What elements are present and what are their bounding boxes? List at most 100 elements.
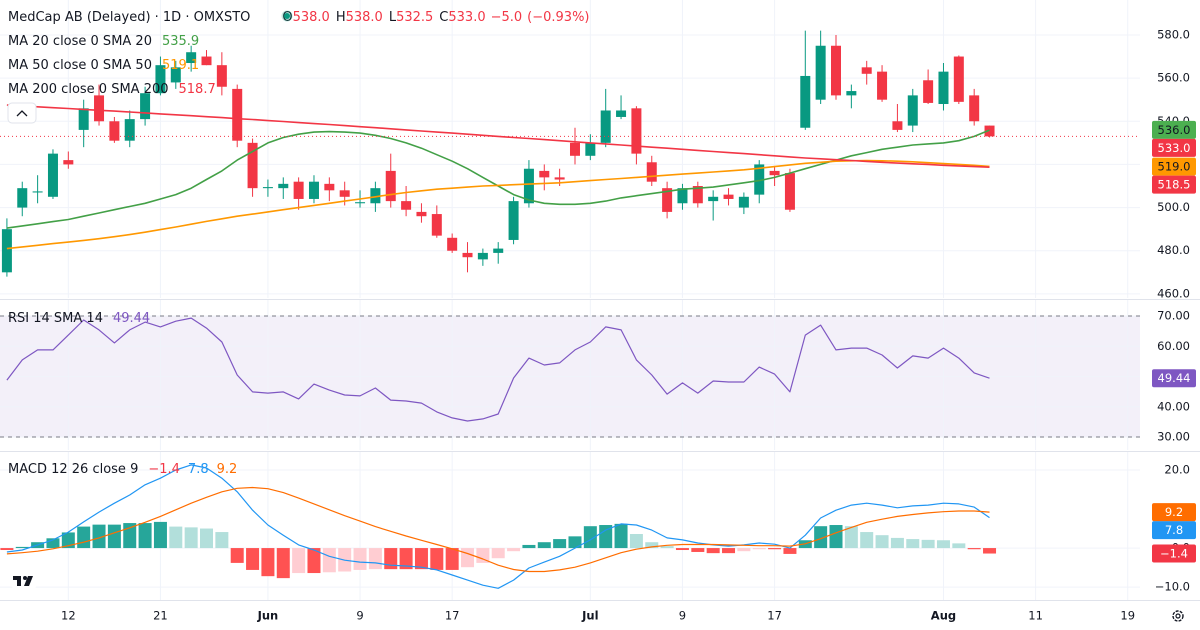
candle-body (585, 142, 596, 156)
histogram-bar (660, 546, 674, 549)
logo-part (13, 576, 21, 586)
histogram-bar (936, 540, 950, 549)
candle-body (278, 183, 289, 189)
price-badge-label: 9.2 (1165, 505, 1183, 519)
candle-body (738, 196, 749, 208)
candle-body (923, 80, 934, 103)
price-badge (1152, 175, 1196, 194)
candle-body (984, 125, 995, 137)
legend-value: 518.7 (179, 82, 216, 97)
candle-body (616, 110, 627, 117)
x-tick-label: 12 (61, 609, 76, 623)
legend-row: RSI 14 SMA 14 49.44 (8, 311, 150, 326)
histogram-bar (890, 537, 904, 549)
legend-value: 7.8 (188, 462, 209, 477)
candle-body (385, 170, 396, 202)
histogram-bar (952, 543, 966, 549)
candle-body (416, 211, 427, 217)
histogram-bar (138, 523, 152, 549)
price-badge-label: 536.0 (1158, 123, 1191, 137)
y-tick-label: 70.00 (1157, 309, 1190, 323)
ohlc-name: C (439, 10, 448, 25)
candle-body (784, 173, 795, 210)
macd-line (6, 486, 990, 573)
x-tick-label: 17 (767, 609, 782, 623)
moving-average-line (6, 159, 990, 250)
y-tick-label: 60.00 (1157, 339, 1190, 353)
histogram-bar (77, 526, 91, 549)
settings-button[interactable] (1172, 610, 1184, 622)
change-percent: (−0.93%) (527, 10, 589, 25)
legend-row: MA 20 close 0 SMA 20 535.9 (8, 34, 199, 49)
y-tick-label: 480.0 (1157, 243, 1190, 257)
candle-body (892, 121, 903, 130)
histogram-bar (0, 548, 14, 551)
histogram-bar (169, 526, 183, 549)
ohlc-name: L (389, 10, 397, 25)
histogram-bar (706, 548, 720, 554)
ohlc-name: H (336, 10, 346, 25)
candle-body (370, 188, 381, 204)
ohlc-value: 538.0 (293, 10, 330, 25)
price-badge-label: 49.44 (1158, 371, 1191, 385)
candle-body (124, 119, 135, 141)
histogram-bar (553, 539, 567, 549)
legend-value: 535.9 (162, 34, 199, 49)
price-badge (1152, 120, 1196, 139)
candle-body (94, 95, 105, 122)
y-tick-label: 40.00 (1157, 399, 1190, 413)
histogram-bar (430, 548, 444, 570)
legend-name: MACD 12 26 close 9 (8, 462, 138, 477)
legend-row: MA 50 close 0 SMA 50 519.1 (8, 58, 199, 73)
histogram-bar (368, 548, 382, 570)
candle-body (186, 52, 197, 64)
candle-body (938, 71, 949, 105)
histogram-bar (722, 548, 736, 554)
x-tick-label: 9 (679, 609, 686, 623)
price-badge-label: 533.0 (1158, 141, 1191, 155)
candle-body (232, 88, 243, 141)
histogram-bar (491, 548, 505, 559)
candle-body (47, 153, 58, 197)
legend-name: RSI 14 SMA 14 (8, 311, 103, 326)
candle-body (846, 91, 857, 96)
histogram-bar (414, 548, 428, 570)
status-dot (284, 13, 290, 19)
histogram-bar (261, 548, 275, 577)
candle-body (723, 194, 734, 199)
collapse-button[interactable] (7, 102, 37, 124)
logo-part (24, 576, 33, 586)
histogram-bar (614, 523, 628, 549)
histogram-bar (906, 539, 920, 549)
histogram-bar (752, 548, 766, 550)
candle-body (523, 168, 534, 204)
chart-title: MedCap AB (Delayed) · 1D · OMXSTO (8, 10, 250, 25)
collapse-button-frame[interactable] (7, 102, 37, 124)
y-tick-label: 500.0 (1157, 200, 1190, 214)
candle-body (63, 160, 74, 165)
histogram-bar (322, 548, 336, 573)
candle-body (754, 164, 765, 195)
histogram-bar (675, 548, 689, 551)
price-badge (1152, 521, 1196, 540)
candle-body (953, 56, 964, 102)
legend-row: MACD 12 26 close 9 −1.4 7.8 9.2 (8, 462, 237, 477)
histogram-bar (768, 548, 782, 550)
candle-body (78, 108, 89, 130)
candle-body (216, 65, 227, 87)
collapse-chevron (16, 110, 28, 117)
logo[interactable] (10, 571, 38, 591)
histogram-bar (921, 539, 935, 549)
histogram-bar (860, 532, 874, 549)
candle-body (17, 188, 28, 208)
price-badge (1152, 503, 1196, 522)
candle-body (140, 93, 151, 120)
histogram-bar (783, 548, 797, 554)
candle-body (493, 248, 504, 253)
legend-value: −1.4 (148, 462, 180, 477)
marks-layer (0, 30, 1140, 589)
candle-body (692, 186, 703, 204)
candle-body (554, 177, 565, 180)
x-tick-label: Jul (581, 609, 598, 623)
